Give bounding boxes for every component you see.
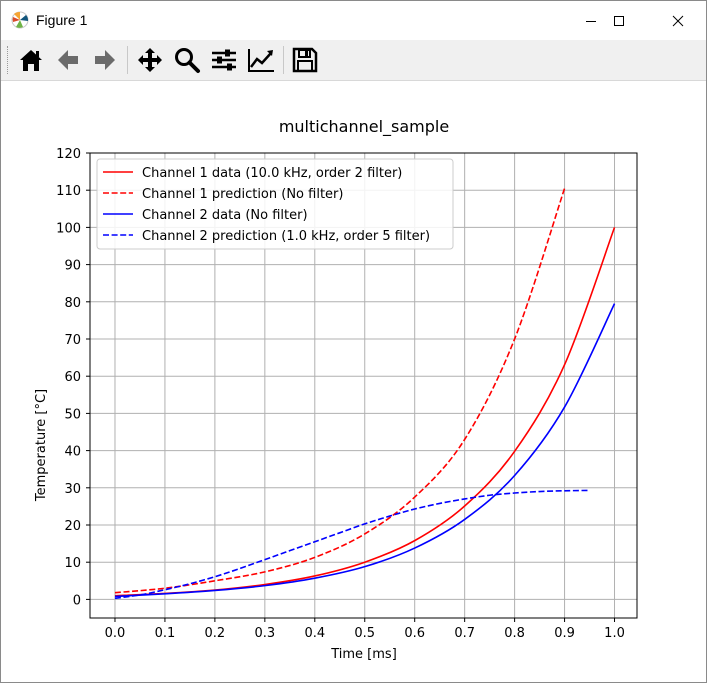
zoom-button[interactable] [171,44,203,76]
home-button[interactable] [15,44,47,76]
axis-ticks: 0.0 0.1 0.2 0.3 0.4 0.5 0.6 0.7 0.8 0.9 1.0 0 10 20 30… [56,147,625,641]
x-tick-label: 0.6 [404,626,425,641]
y-tick-label: 40 [64,445,81,460]
arrow-right-icon [91,46,119,74]
legend-label: Channel 2 data (No filter) [142,208,308,223]
y-tick-label: 120 [56,147,81,162]
y-tick-label: 60 [64,370,81,385]
y-tick-label: 100 [56,221,81,236]
x-tick-label: 0.4 [304,626,325,641]
y-tick-label: 30 [64,482,81,497]
minimize-icon [585,15,597,27]
save-icon [291,46,319,74]
x-tick-label: 1.0 [604,626,625,641]
save-button[interactable] [289,44,321,76]
x-tick-label: 0.9 [554,626,575,641]
y-tick-label: 110 [56,184,81,199]
y-tick-label: 80 [64,296,81,311]
title-bar[interactable]: Figure 1 [1,1,706,40]
legend-label: Channel 1 prediction (No filter) [142,187,343,202]
forward-button[interactable] [89,44,121,76]
y-tick-label: 90 [64,259,81,274]
toolbar-separator [127,46,128,74]
legend: Channel 1 data (10.0 kHz, order 2 filter… [96,158,454,250]
y-tick-label: 50 [64,407,81,422]
series-line-2 [114,188,566,594]
x-tick-label: 0.3 [254,626,275,641]
toolbar-grip[interactable] [7,46,10,74]
back-button[interactable] [52,44,84,76]
figure-canvas[interactable]: multichannel_sample 0.0 0.1 0.2 0.3 0.4 0.5 0.… [1,81,706,681]
home-icon [17,46,45,74]
navigation-toolbar [1,40,706,81]
y-tick-label: 0 [73,593,81,608]
pan-button[interactable] [134,44,166,76]
plot-lines [114,188,616,600]
series-line-4 [114,489,590,600]
axes-frame [89,152,638,619]
maximize-button[interactable] [596,1,642,40]
zoom-icon [173,46,201,74]
legend-label: Channel 1 data (10.0 kHz, order 2 filter… [142,166,402,181]
x-tick-label: 0.0 [105,626,126,641]
x-tick-label: 0.7 [454,626,475,641]
window-title: Figure 1 [36,12,88,28]
minimize-button[interactable] [568,1,614,40]
close-button[interactable] [655,1,701,40]
maximize-icon [613,15,625,27]
edit-axes-button[interactable] [245,44,277,76]
x-tick-label: 0.8 [504,626,525,641]
y-axis-label: Temperature [°C] [34,389,49,502]
move-icon [136,46,164,74]
chart-title: multichannel_sample [279,117,449,137]
y-tick-label: 10 [64,556,81,571]
toolbar-separator [283,46,284,74]
chart-edit-icon [247,46,275,74]
x-tick-label: 0.5 [354,626,375,641]
arrow-left-icon [54,46,82,74]
subplots-button[interactable] [208,44,240,76]
series-line-3 [114,303,616,598]
x-tick-label: 0.2 [205,626,226,641]
x-tick-label: 0.1 [155,626,176,641]
matplotlib-icon [11,11,29,29]
close-icon [672,15,684,27]
y-tick-label: 20 [64,519,81,534]
y-tick-label: 70 [64,333,81,348]
legend-label: Channel 2 prediction (1.0 kHz, order 5 f… [142,229,430,244]
legend-box [96,158,454,250]
x-axis-label: Time [ms] [330,647,397,662]
sliders-icon [210,46,238,74]
